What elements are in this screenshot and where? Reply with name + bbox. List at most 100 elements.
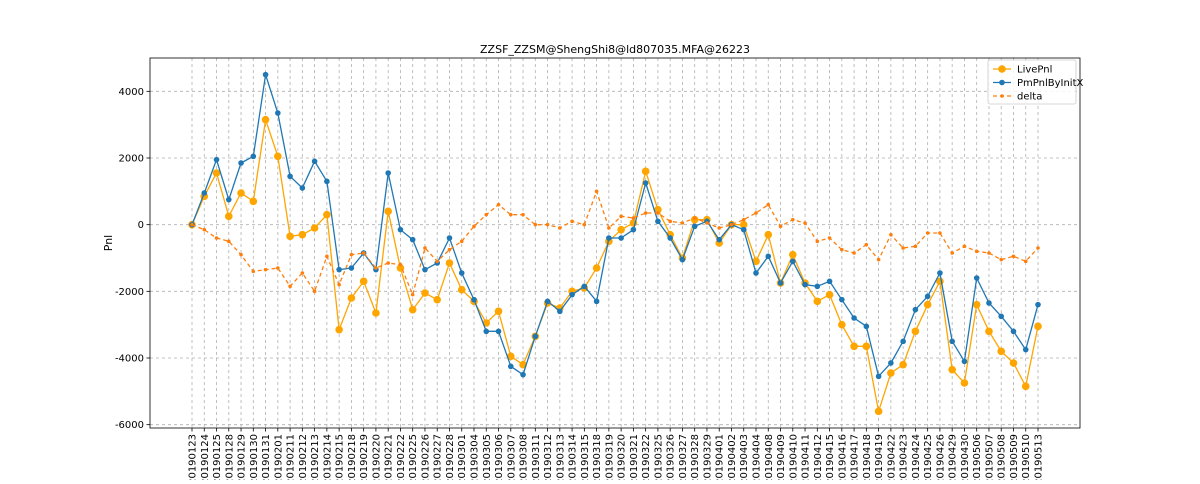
data-point-LivePnl: [813, 297, 822, 306]
data-point-delta: [974, 249, 979, 254]
data-point-LivePnl: [1009, 359, 1018, 367]
data-point-LivePnl: [874, 407, 883, 416]
data-point-PmPnlByInitX: [998, 313, 1005, 320]
x-tick-label: 20190219: [359, 434, 370, 480]
data-point-PmPnlByInitX: [753, 270, 759, 276]
data-point-PmPnlByInitX: [679, 256, 686, 263]
data-point-PmPnlByInitX: [986, 300, 992, 306]
data-point-delta: [668, 219, 672, 224]
data-point-PmPnlByInitX: [238, 160, 244, 166]
x-tick-label: 20190225: [408, 434, 419, 480]
x-tick-label: 20190509: [1009, 434, 1020, 480]
data-point-delta: [950, 251, 954, 255]
x-tick-label: 20190123: [188, 434, 199, 480]
x-tick-label: 20190506: [972, 434, 983, 480]
data-point-PmPnlByInitX: [716, 236, 723, 243]
data-point-delta: [312, 289, 317, 294]
x-tick-label: 20190130: [249, 434, 260, 480]
axes: 20190123 20190124 20190125 20190128 20190129…: [115, 87, 1045, 484]
series-layer: [188, 71, 1042, 416]
data-point-PmPnlByInitX: [606, 235, 612, 241]
chart-title: ZZSF_ZZSM@ShengShi8@ld807035.MFA@26223: [480, 43, 750, 56]
data-point-LivePnl: [506, 352, 515, 361]
data-point-LivePnl: [347, 294, 356, 302]
data-point-LivePnl: [972, 300, 981, 309]
data-point-PmPnlByInitX: [667, 235, 673, 241]
data-point-PmPnlByInitX: [520, 371, 526, 378]
data-point-delta: [987, 251, 991, 255]
data-point-delta: [705, 221, 709, 225]
data-point-delta: [337, 282, 341, 287]
x-tick-label: 20190404: [752, 434, 763, 480]
x-tick-label: 20190305: [482, 434, 493, 480]
data-point-PmPnlByInitX: [912, 306, 919, 313]
x-tick-label: 20190401: [715, 434, 726, 480]
data-point-LivePnl: [887, 369, 895, 377]
data-point-PmPnlByInitX: [618, 235, 624, 241]
data-point-LivePnl: [298, 230, 307, 239]
data-point-delta: [840, 247, 844, 252]
data-point-delta: [447, 247, 452, 252]
data-point-PmPnlByInitX: [1010, 328, 1017, 335]
data-point-delta: [398, 262, 403, 267]
series-line-PmPnlByInitX: [191, 74, 1039, 378]
data-point-LivePnl: [788, 250, 797, 259]
data-point-LivePnl: [752, 257, 760, 266]
data-point-LivePnl: [899, 360, 907, 369]
data-point-delta: [190, 222, 194, 227]
data-point-delta: [239, 252, 243, 257]
data-point-PmPnlByInitX: [839, 296, 845, 303]
data-point-LivePnl: [641, 167, 650, 176]
data-point-LivePnl: [433, 295, 442, 304]
data-point-delta: [533, 222, 538, 227]
x-tick-label: 20190513: [1034, 434, 1045, 480]
data-point-PmPnlByInitX: [937, 270, 943, 276]
data-point-LivePnl: [911, 327, 920, 336]
data-point-delta: [300, 271, 305, 275]
data-point-PmPnlByInitX: [471, 296, 477, 303]
x-tick-label: 20190430: [960, 434, 971, 480]
x-tick-label: 20190423: [899, 434, 910, 480]
x-tick-label: 20190418: [862, 434, 873, 480]
y-tick-label: 4000: [119, 87, 144, 98]
data-point-LivePnl: [224, 212, 233, 221]
data-point-delta: [876, 257, 881, 262]
x-tick-label: 20190417: [850, 434, 861, 480]
x-tick-label: 20190411: [801, 434, 812, 480]
legend-box: [987, 59, 1077, 105]
data-point-LivePnl: [323, 210, 331, 219]
x-tick-label: 20190402: [727, 434, 738, 480]
data-point-PmPnlByInitX: [495, 328, 502, 335]
data-point-delta: [423, 246, 427, 250]
data-point-PmPnlByInitX: [201, 190, 208, 196]
data-point-delta: [889, 232, 893, 237]
x-tick-label: 20190218: [347, 434, 358, 480]
x-tick-label: 20190215: [335, 434, 346, 480]
data-point-delta: [729, 222, 734, 227]
x-tick-label: 20190409: [776, 434, 787, 480]
x-tick-label: 20190221: [384, 434, 395, 480]
data-point-delta: [741, 217, 746, 222]
data-point-delta: [472, 224, 476, 229]
data-point-LivePnl: [335, 325, 343, 334]
x-tick-label: 20190307: [506, 434, 517, 480]
series-delta: [190, 189, 1040, 297]
data-point-LivePnl: [421, 289, 429, 297]
x-tick-label: 20190201: [273, 434, 284, 480]
legend-label-delta: delta: [1017, 92, 1042, 103]
y-tick-label: 2000: [119, 154, 144, 165]
data-point-delta: [1036, 246, 1040, 250]
x-tick-label: 20190325: [653, 434, 664, 480]
data-point-LivePnl: [408, 305, 417, 314]
data-point-PmPnlByInitX: [557, 308, 563, 315]
data-point-delta: [582, 222, 587, 227]
data-point-PmPnlByInitX: [655, 218, 661, 225]
data-point-delta: [999, 257, 1004, 262]
data-point-PmPnlByInitX: [299, 185, 306, 191]
data-point-delta: [1023, 259, 1028, 264]
data-point-LivePnl: [1034, 322, 1042, 331]
data-point-delta: [1011, 254, 1016, 259]
data-point-delta: [545, 222, 550, 227]
data-point-LivePnl: [960, 379, 969, 387]
